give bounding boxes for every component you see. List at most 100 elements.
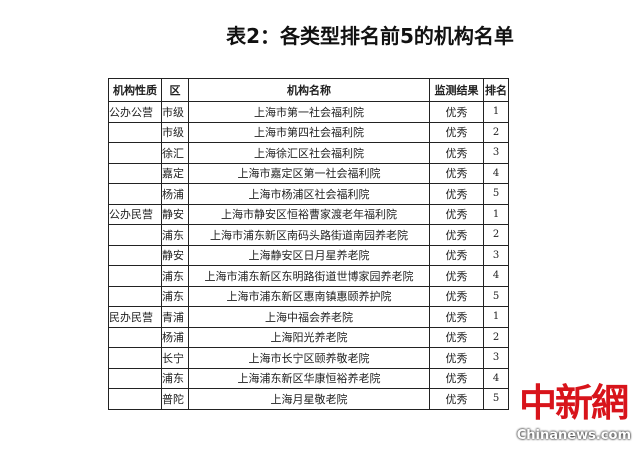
cell-district: 杨浦 xyxy=(161,326,189,348)
cell-type xyxy=(108,162,162,184)
cell-rank: 5 xyxy=(483,388,509,410)
cell-result: 优秀 xyxy=(429,203,484,225)
cell-district: 长宁 xyxy=(161,347,189,369)
cell-district: 市级 xyxy=(161,101,189,123)
table-header-row: 机构性质 区 机构名称 监测结果 排名 xyxy=(108,78,509,102)
cell-result: 优秀 xyxy=(429,224,484,246)
cell-type: 公办公营 xyxy=(108,101,162,123)
table-row: 浦东 上海浦东新区华康恒裕养老院 优秀 4 xyxy=(108,367,509,389)
cell-rank: 3 xyxy=(483,142,509,164)
cell-district: 浦东 xyxy=(161,285,189,307)
cell-name: 上海徐汇区社会福利院 xyxy=(188,142,430,164)
cell-name: 上海市第四社会福利院 xyxy=(188,121,430,143)
cell-type xyxy=(108,142,162,164)
cell-type xyxy=(108,285,162,307)
cell-name: 上海市浦东新区惠南镇惠颐养护院 xyxy=(188,285,430,307)
cell-district: 浦东 xyxy=(161,265,189,287)
cell-rank: 2 xyxy=(483,326,509,348)
cell-result: 优秀 xyxy=(429,265,484,287)
header-name: 机构名称 xyxy=(188,78,430,102)
table-row: 浦东 上海市浦东新区南码头路街道南园养老院 优秀 2 xyxy=(108,224,509,246)
cell-district: 市级 xyxy=(161,121,189,143)
cell-rank: 4 xyxy=(483,162,509,184)
cell-district: 静安 xyxy=(161,203,189,225)
table-row: 民办民营 青浦 上海中福会养老院 优秀 1 xyxy=(108,306,509,328)
cell-name: 上海市第一社会福利院 xyxy=(188,101,430,123)
cell-rank: 1 xyxy=(483,306,509,328)
cell-district: 浦东 xyxy=(161,224,189,246)
cell-name: 上海市静安区恒裕曹家渡老年福利院 xyxy=(188,203,430,225)
watermark-site: Chinanews.com xyxy=(516,428,631,443)
table-row: 公办公营 市级 上海市第一社会福利院 优秀 1 xyxy=(108,101,509,123)
cell-result: 优秀 xyxy=(429,367,484,389)
cell-type xyxy=(108,121,162,143)
table-row: 长宁 上海市长宁区颐养敬老院 优秀 3 xyxy=(108,347,509,369)
cell-result: 优秀 xyxy=(429,101,484,123)
cell-type: 公办民营 xyxy=(108,203,162,225)
cell-name: 上海阳光养老院 xyxy=(188,326,430,348)
cell-name: 上海浦东新区华康恒裕养老院 xyxy=(188,367,430,389)
cell-name: 上海月星敬老院 xyxy=(188,388,430,410)
page-title: 表2：各类型排名前5的机构名单 xyxy=(226,24,514,48)
cell-rank: 1 xyxy=(483,203,509,225)
cell-type xyxy=(108,347,162,369)
cell-result: 优秀 xyxy=(429,183,484,205)
cell-result: 优秀 xyxy=(429,388,484,410)
cell-result: 优秀 xyxy=(429,121,484,143)
cell-type: 民办民营 xyxy=(108,306,162,328)
watermark-logo: 中新網 xyxy=(518,380,629,425)
header-type: 机构性质 xyxy=(108,78,162,102)
table-row: 市级 上海市第四社会福利院 优秀 2 xyxy=(108,121,509,143)
cell-result: 优秀 xyxy=(429,244,484,266)
cell-rank: 3 xyxy=(483,347,509,369)
cell-rank: 5 xyxy=(483,285,509,307)
cell-name: 上海市浦东新区南码头路街道南园养老院 xyxy=(188,224,430,246)
cell-name: 上海市浦东新区东明路街道世博家园养老院 xyxy=(188,265,430,287)
cell-district: 嘉定 xyxy=(161,162,189,184)
header-district: 区 xyxy=(161,78,189,102)
cell-type xyxy=(108,183,162,205)
header-result: 监测结果 xyxy=(429,78,484,102)
cell-result: 优秀 xyxy=(429,326,484,348)
table-row: 徐汇 上海徐汇区社会福利院 优秀 3 xyxy=(108,142,509,164)
cell-type xyxy=(108,224,162,246)
table-row: 普陀 上海月星敬老院 优秀 5 xyxy=(108,388,509,410)
cell-district: 杨浦 xyxy=(161,183,189,205)
ranking-table: 机构性质 区 机构名称 监测结果 排名 公办公营 市级 上海市第一社会福利院 优秀 1 市… xyxy=(108,78,509,410)
cell-rank: 2 xyxy=(483,121,509,143)
cell-district: 静安 xyxy=(161,244,189,266)
cell-name: 上海市杨浦区社会福利院 xyxy=(188,183,430,205)
cell-type xyxy=(108,326,162,348)
table-row: 杨浦 上海阳光养老院 优秀 2 xyxy=(108,326,509,348)
table-row: 公办民营 静安 上海市静安区恒裕曹家渡老年福利院 优秀 1 xyxy=(108,203,509,225)
cell-rank: 4 xyxy=(483,367,509,389)
cell-result: 优秀 xyxy=(429,162,484,184)
cell-district: 普陀 xyxy=(161,388,189,410)
cell-name: 上海静安区日月星养老院 xyxy=(188,244,430,266)
cell-name: 上海市嘉定区第一社会福利院 xyxy=(188,162,430,184)
table-row: 杨浦 上海市杨浦区社会福利院 优秀 5 xyxy=(108,183,509,205)
cell-district: 青浦 xyxy=(161,306,189,328)
cell-rank: 3 xyxy=(483,244,509,266)
cell-rank: 1 xyxy=(483,101,509,123)
cell-rank: 5 xyxy=(483,183,509,205)
cell-result: 优秀 xyxy=(429,306,484,328)
cell-district: 浦东 xyxy=(161,367,189,389)
cell-type xyxy=(108,367,162,389)
cell-name: 上海中福会养老院 xyxy=(188,306,430,328)
cell-result: 优秀 xyxy=(429,285,484,307)
cell-result: 优秀 xyxy=(429,142,484,164)
cell-type xyxy=(108,265,162,287)
table-row: 浦东 上海市浦东新区惠南镇惠颐养护院 优秀 5 xyxy=(108,285,509,307)
cell-type xyxy=(108,244,162,266)
table-row: 浦东 上海市浦东新区东明路街道世博家园养老院 优秀 4 xyxy=(108,265,509,287)
cell-rank: 4 xyxy=(483,265,509,287)
cell-result: 优秀 xyxy=(429,347,484,369)
cell-rank: 2 xyxy=(483,224,509,246)
table-row: 嘉定 上海市嘉定区第一社会福利院 优秀 4 xyxy=(108,162,509,184)
table-row: 静安 上海静安区日月星养老院 优秀 3 xyxy=(108,244,509,266)
cell-district: 徐汇 xyxy=(161,142,189,164)
header-rank: 排名 xyxy=(483,78,509,102)
cell-type xyxy=(108,388,162,410)
cell-name: 上海市长宁区颐养敬老院 xyxy=(188,347,430,369)
